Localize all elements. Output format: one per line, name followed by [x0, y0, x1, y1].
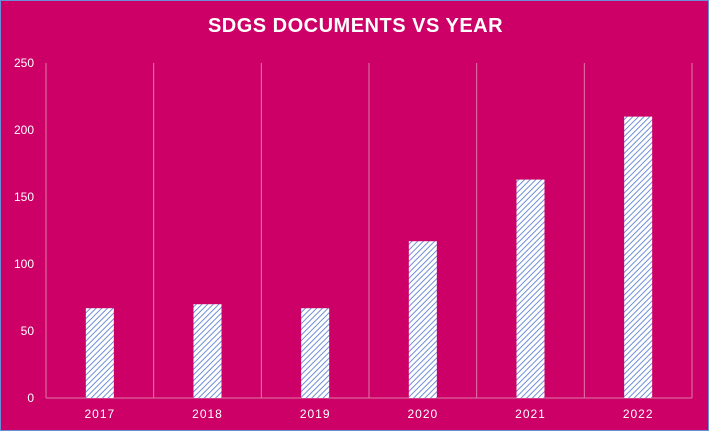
- y-tick-label: 250: [14, 56, 34, 70]
- y-tick-label: 150: [14, 190, 34, 204]
- y-tick-label: 100: [14, 257, 34, 271]
- bar-2022: [624, 116, 653, 398]
- y-tick-label: 50: [21, 324, 35, 338]
- bar-2020: [408, 241, 437, 398]
- x-tick-label: 2021: [515, 407, 546, 421]
- y-tick-label: 200: [14, 123, 34, 137]
- bar-2017: [85, 308, 114, 398]
- x-tick-label: 2022: [623, 407, 654, 421]
- x-tick-label: 2019: [300, 407, 331, 421]
- y-tick-label: 0: [27, 391, 34, 405]
- bar-2021: [516, 179, 545, 398]
- bar-2018: [193, 304, 222, 398]
- x-tick-label: 2018: [192, 407, 223, 421]
- chart-title: SDGS DOCUMENTS VS YEAR: [207, 15, 504, 37]
- x-tick-label: 2017: [84, 407, 115, 421]
- x-tick-label: 2020: [407, 407, 438, 421]
- bar-2019: [301, 308, 330, 398]
